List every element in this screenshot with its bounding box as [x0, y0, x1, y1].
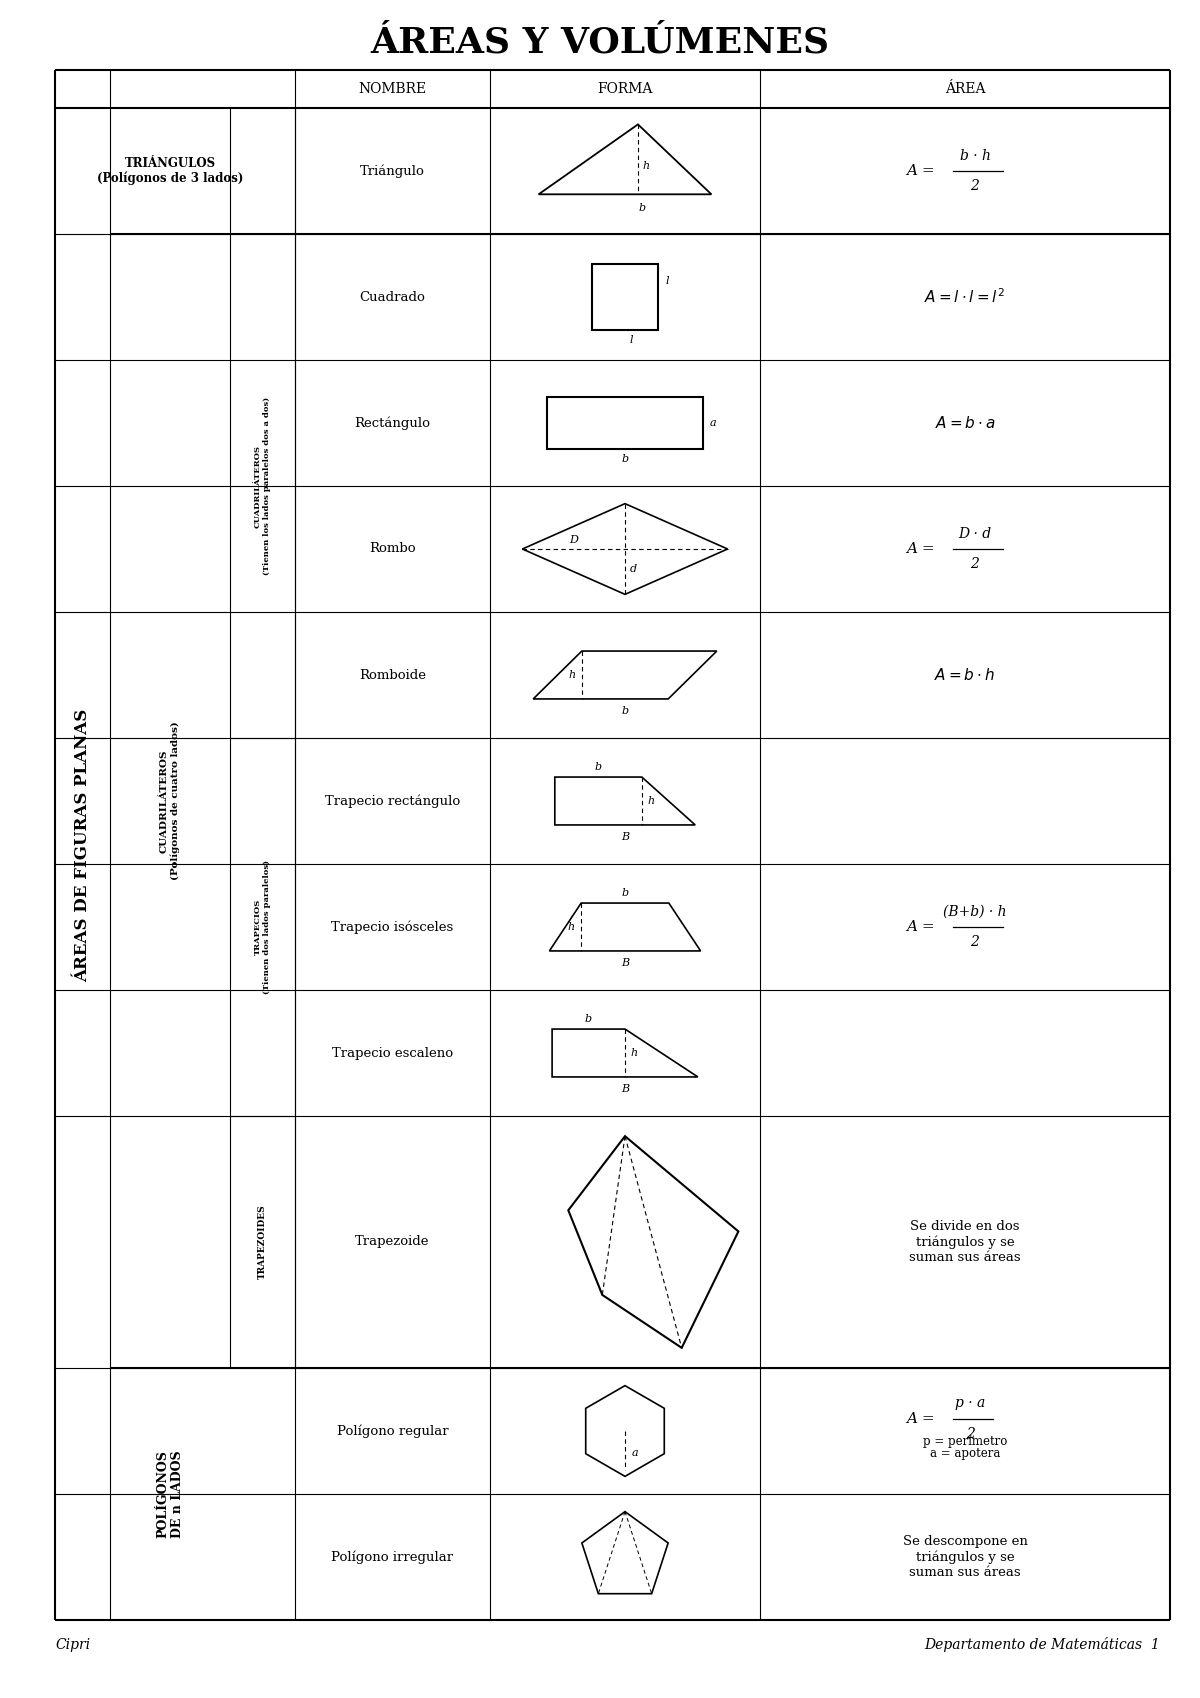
Text: Se descompone en
triángulos y se
suman sus áreas: Se descompone en triángulos y se suman s… [902, 1535, 1027, 1579]
Text: l: l [630, 335, 634, 345]
Text: $A = l \cdot l = l^2$: $A = l \cdot l = l^2$ [924, 287, 1006, 306]
Text: A =: A = [906, 920, 935, 934]
Text: B: B [620, 958, 629, 968]
Text: (B+b) · h: (B+b) · h [943, 905, 1007, 919]
Text: A =: A = [906, 542, 935, 555]
Text: B: B [620, 832, 629, 842]
Text: ÁREAS DE FIGURAS PLANAS: ÁREAS DE FIGURAS PLANAS [74, 708, 91, 981]
Text: 2: 2 [971, 178, 979, 194]
Text: B: B [620, 1083, 629, 1094]
Text: a: a [631, 1448, 638, 1457]
Text: h: h [630, 1048, 637, 1058]
Text: Triángulo: Triángulo [360, 165, 425, 178]
Text: Polígono irregular: Polígono irregular [331, 1550, 454, 1564]
Text: Polígono regular: Polígono regular [337, 1425, 449, 1438]
Text: b: b [595, 762, 602, 773]
Text: Se divide en dos
triángulos y se
suman sus áreas: Se divide en dos triángulos y se suman s… [910, 1221, 1021, 1263]
Text: 2: 2 [971, 936, 979, 949]
Text: h: h [568, 922, 575, 932]
Text: Cipri: Cipri [55, 1639, 90, 1652]
Text: d: d [630, 564, 636, 574]
Text: h: h [642, 161, 649, 171]
Text: $A = b \cdot h$: $A = b \cdot h$ [935, 667, 996, 683]
Text: a = apotera: a = apotera [930, 1447, 1000, 1460]
Text: D · d: D · d [959, 526, 991, 542]
Text: D: D [569, 535, 578, 545]
Text: b: b [584, 1014, 592, 1024]
Text: ÁREA: ÁREA [944, 82, 985, 97]
Text: a: a [710, 418, 716, 428]
Text: Trapecio rectángulo: Trapecio rectángulo [325, 795, 460, 808]
Text: p = perímetro: p = perímetro [923, 1435, 1007, 1448]
Text: b: b [638, 204, 646, 214]
Text: b: b [622, 455, 629, 465]
Text: Rectángulo: Rectángulo [354, 416, 431, 430]
Text: Rombo: Rombo [370, 542, 416, 555]
Text: A =: A = [906, 165, 935, 178]
Text: Trapezoide: Trapezoide [355, 1236, 430, 1248]
Text: l: l [666, 275, 670, 285]
Text: $A = b \cdot a$: $A = b \cdot a$ [935, 414, 995, 431]
Text: TRAPEZOIDES: TRAPEZOIDES [258, 1204, 266, 1279]
Text: h: h [647, 796, 654, 807]
Text: Trapecio isósceles: Trapecio isósceles [331, 920, 454, 934]
Text: Romboide: Romboide [359, 669, 426, 681]
Text: b: b [622, 706, 629, 717]
Text: 2: 2 [966, 1426, 974, 1442]
Text: POLÍGONOS
DE n LADOS: POLÍGONOS DE n LADOS [156, 1450, 184, 1538]
Text: Trapecio escaleno: Trapecio escaleno [332, 1046, 454, 1060]
Text: h: h [569, 671, 575, 679]
Text: CUADRILÁTEROS
(Polígonos de cuatro lados): CUADRILÁTEROS (Polígonos de cuatro lados… [160, 722, 180, 880]
Text: NOMBRE: NOMBRE [359, 82, 426, 97]
Text: p · a: p · a [955, 1396, 985, 1409]
Text: 2: 2 [971, 557, 979, 571]
Text: A =: A = [906, 1413, 935, 1426]
Text: Departamento de Matemáticas  1: Departamento de Matemáticas 1 [924, 1637, 1160, 1652]
Text: TRIÁNGULOS
(Polígonos de 3 lados): TRIÁNGULOS (Polígonos de 3 lados) [97, 156, 244, 185]
Text: Cuadrado: Cuadrado [360, 290, 426, 304]
Text: FORMA: FORMA [598, 82, 653, 97]
Text: CUADRILÁTEROS
(Tienen los lados paralelos dos a dos): CUADRILÁTEROS (Tienen los lados paralelo… [254, 397, 271, 576]
Text: b · h: b · h [960, 149, 990, 163]
Text: ÁREAS Y VOLÚMENES: ÁREAS Y VOLÚMENES [371, 25, 829, 59]
Text: TRAPECIOS
(Tienen dos lados paralelos): TRAPECIOS (Tienen dos lados paralelos) [254, 859, 271, 993]
Text: b: b [622, 888, 629, 898]
